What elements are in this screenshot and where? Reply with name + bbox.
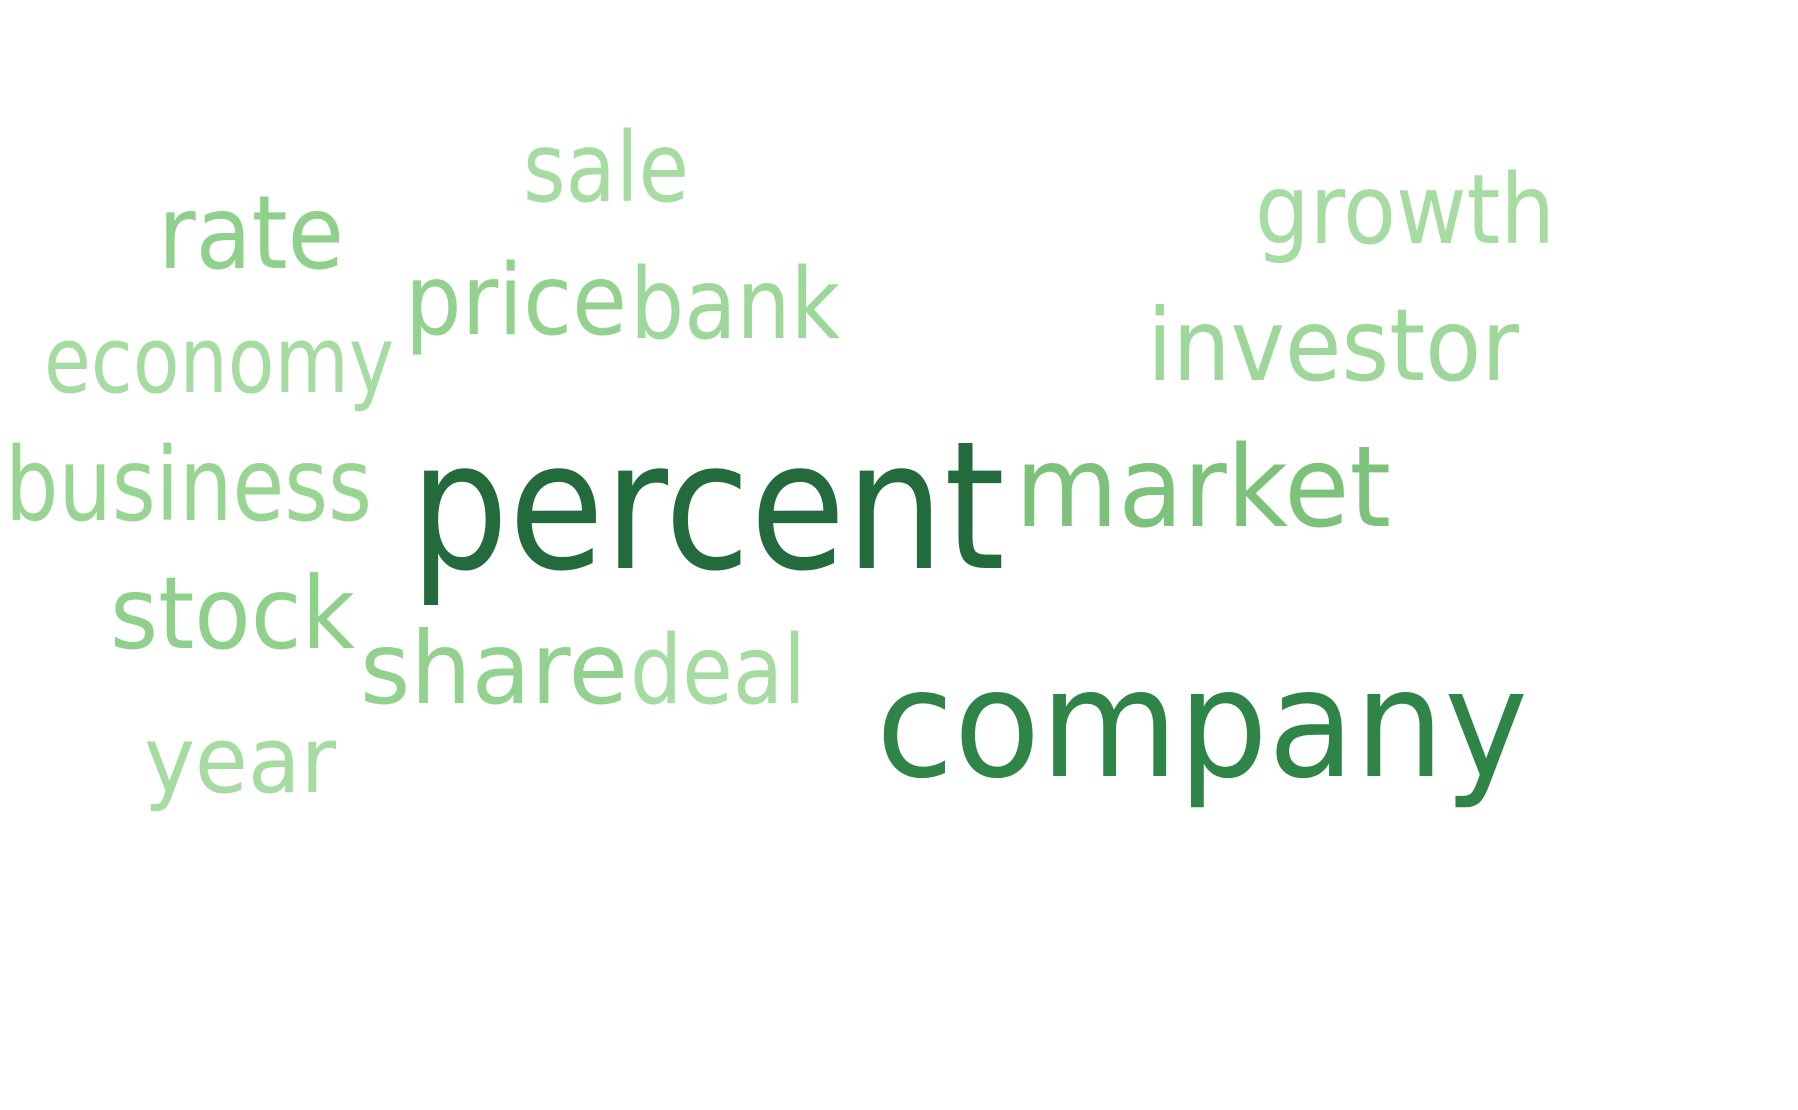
word-business: business <box>5 426 372 545</box>
word-growth: growth <box>1255 154 1555 266</box>
word-rate: rate <box>158 174 344 293</box>
word-stock: stock <box>110 555 356 672</box>
word-market: market <box>1015 423 1392 553</box>
word-price: price <box>405 244 628 358</box>
word-sale: sale <box>523 112 689 224</box>
word-bank: bank <box>630 248 840 362</box>
word-economy: economy <box>44 307 394 414</box>
word-year: year <box>144 707 336 814</box>
word-company: company <box>876 638 1529 812</box>
word-share: share <box>360 610 628 727</box>
word-percent: percent <box>410 403 1005 610</box>
word-investor: investor <box>1147 287 1520 404</box>
word-deal: deal <box>630 616 807 726</box>
